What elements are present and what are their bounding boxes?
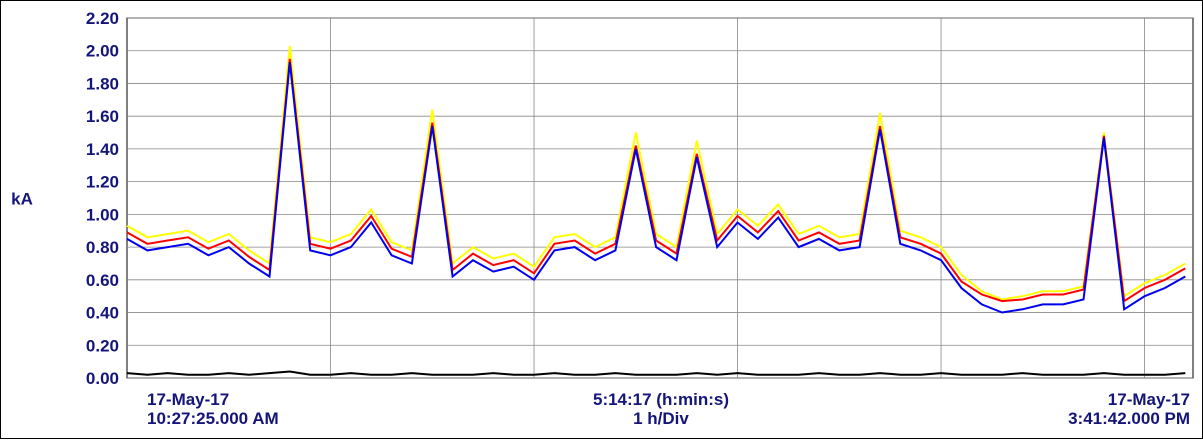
y-tick-label: 1.00 (86, 205, 119, 224)
series-line (126, 370, 1186, 376)
end-date: 17-May-17 (1108, 390, 1190, 409)
y-tick-label: 1.60 (86, 107, 119, 126)
y-tick-label: 0.40 (86, 304, 119, 323)
div-label: 1 h/Div (633, 409, 689, 428)
y-tick-label: 2.00 (86, 42, 119, 61)
y-tick-label: 2.20 (86, 9, 119, 28)
y-tick-label: 0.20 (86, 336, 119, 355)
y-axis-label: kA (11, 189, 33, 208)
series-line (126, 62, 1186, 314)
y-tick-label: 1.40 (86, 140, 119, 159)
y-tick-label: 0.80 (86, 238, 119, 257)
start-date: 17-May-17 (147, 390, 229, 409)
start-time: 10:27:25.000 AM (147, 409, 279, 428)
y-tick-label: 0.00 (86, 369, 119, 388)
y-tick-label: 1.80 (86, 74, 119, 93)
y-tick-label: 1.20 (86, 173, 119, 192)
y-tick-label: 0.60 (86, 271, 119, 290)
span-label: 5:14:17 (h:min:s) (593, 390, 729, 409)
end-time: 3:41:42.000 PM (1068, 409, 1190, 428)
